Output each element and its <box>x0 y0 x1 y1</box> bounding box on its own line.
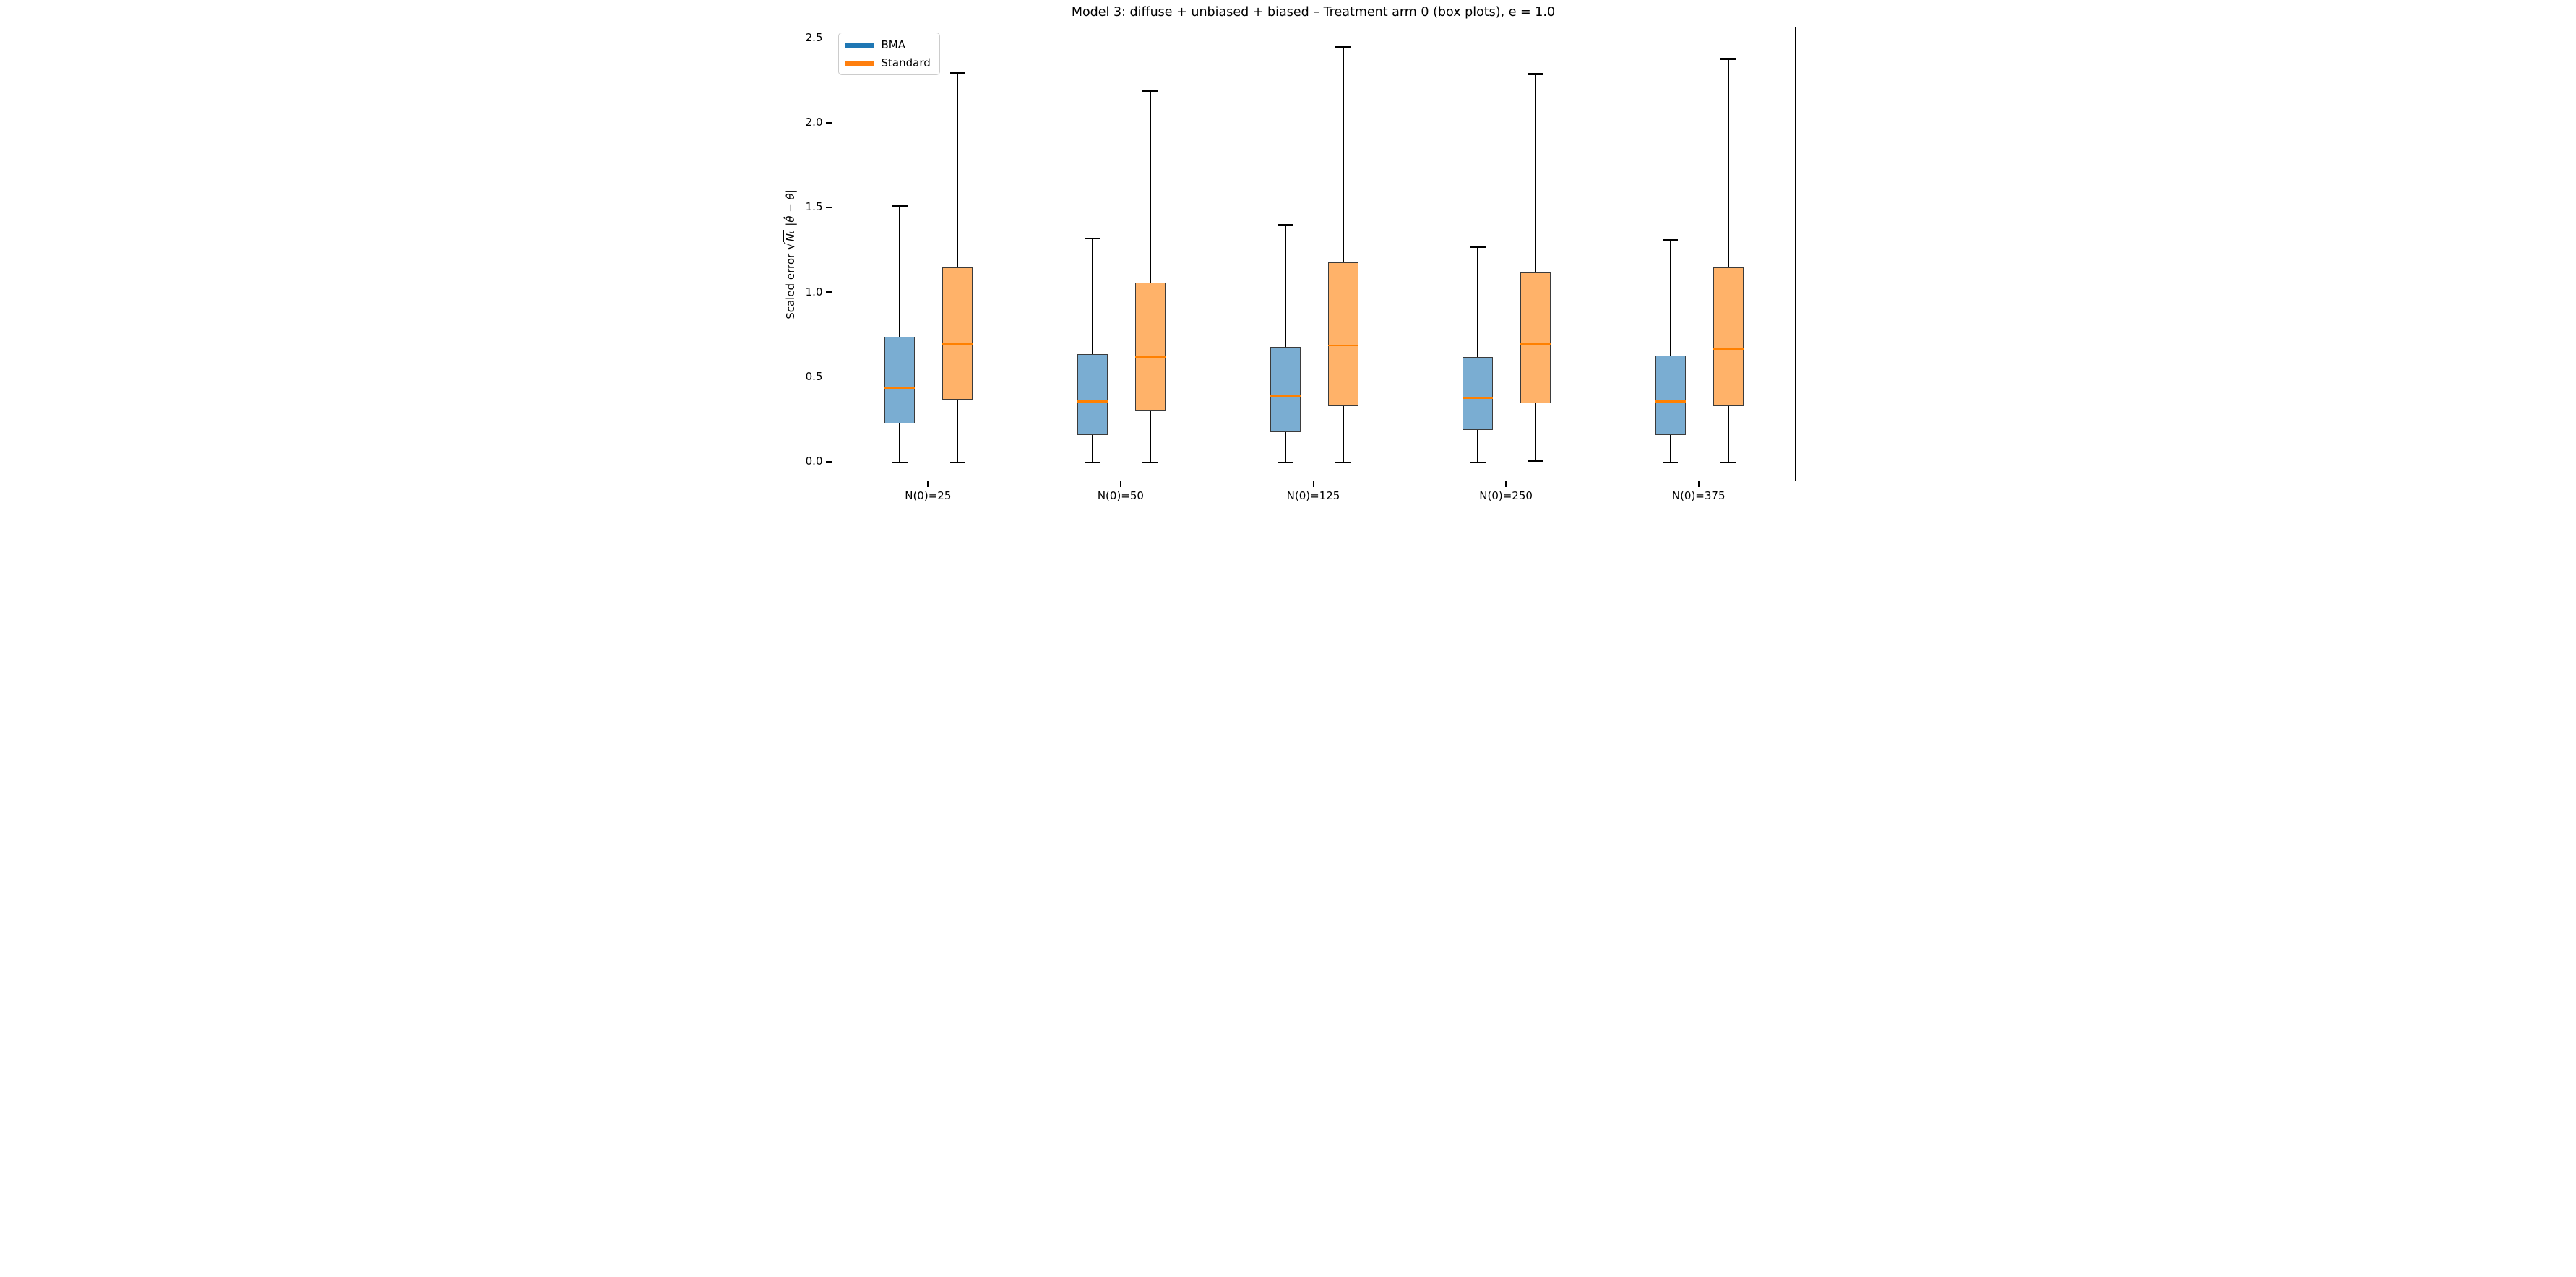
x-tick-mark <box>1505 481 1507 487</box>
y-tick-label: 1.5 <box>805 200 823 214</box>
box-median <box>884 387 916 389</box>
box-whisker-upper <box>1535 74 1537 273</box>
box-whisker-upper <box>1284 225 1286 348</box>
box-cap-lower <box>1085 461 1100 463</box>
box-cap-upper <box>1278 224 1293 226</box>
x-tick-mark <box>1120 481 1121 487</box>
box-median <box>1463 397 1494 399</box>
y-tick-mark <box>825 376 832 378</box>
y-tick-label: 2.0 <box>805 116 823 129</box>
x-tick-mark <box>1697 481 1700 487</box>
box-cap-upper <box>1528 73 1543 75</box>
legend-item-bma: BMA <box>845 38 931 51</box>
y-tick-mark <box>825 37 832 39</box>
box-median <box>1655 400 1686 403</box>
box-iqr <box>1655 356 1686 436</box>
box-cap-upper <box>1335 46 1351 48</box>
box-iqr <box>1134 283 1166 412</box>
box-whisker-upper <box>899 206 901 337</box>
legend-label-bma: BMA <box>881 38 906 51</box>
y-tick-mark <box>825 121 832 124</box>
box-whisker-lower <box>1149 411 1151 463</box>
box-cap-lower <box>1663 461 1679 463</box>
box-whisker-upper <box>1149 91 1151 283</box>
box-median <box>1520 343 1551 345</box>
box-median <box>1713 348 1744 350</box>
box-whisker-lower <box>1535 403 1537 461</box>
box-whisker-upper <box>1477 246 1479 358</box>
box-cap-lower <box>1278 461 1293 463</box>
box-whisker-lower <box>899 423 901 463</box>
box-whisker-lower <box>1091 435 1093 463</box>
box-whisker-lower <box>1669 435 1671 463</box>
y-tick-mark <box>825 291 832 293</box>
box-iqr <box>884 337 916 423</box>
y-tick-label: 2.5 <box>805 30 823 44</box>
box-median <box>942 343 973 345</box>
box-iqr <box>1520 272 1551 403</box>
box-cap-upper <box>949 72 965 74</box>
x-tick-mark <box>1312 481 1314 487</box>
box-cap-lower <box>949 461 965 463</box>
y-axis-label-prefix: Scaled error <box>783 250 797 319</box>
box-whisker-upper <box>1342 47 1344 263</box>
box-whisker-lower <box>1477 430 1479 463</box>
sqrt-radicand: Nₜ <box>783 229 797 243</box>
y-tick-label: 1.0 <box>805 285 823 298</box>
y-tick-mark <box>825 207 832 208</box>
x-tick-label: N(0)=375 <box>1671 489 1726 502</box>
box-cap-lower <box>1470 461 1486 463</box>
box-median <box>1270 395 1301 397</box>
y-axis-label: Scaled error √Nₜ |θ̂ − θ| <box>783 110 798 399</box>
legend: BMA Standard <box>837 33 940 75</box>
box-cap-lower <box>1528 460 1543 462</box>
plot-area: BMA Standard <box>831 27 1796 481</box>
box-whisker-lower <box>1342 406 1344 463</box>
box-cap-upper <box>892 205 908 207</box>
x-tick-label: N(0)=25 <box>905 489 952 502</box>
box-iqr <box>1270 347 1301 432</box>
box-whisker-lower <box>957 400 959 463</box>
box-iqr <box>1077 353 1108 436</box>
box-cap-lower <box>1142 461 1158 463</box>
sqrt-symbol: √ <box>783 242 798 251</box>
y-tick-label: 0.5 <box>805 370 823 384</box>
box-whisker-upper <box>1669 240 1671 356</box>
box-whisker-upper <box>957 72 959 268</box>
box-whisker-lower <box>1727 406 1729 463</box>
box-median <box>1327 344 1358 347</box>
box-whisker-upper <box>1091 238 1093 354</box>
x-tick-label: N(0)=50 <box>1097 489 1144 502</box>
box-whisker-upper <box>1727 59 1729 268</box>
box-median <box>1134 356 1166 358</box>
x-tick-label: N(0)=125 <box>1286 489 1340 502</box>
box-cap-lower <box>1720 461 1736 463</box>
chart-title: Model 3: diffuse + unbiased + biased – T… <box>1071 5 1556 20</box>
box-iqr <box>1463 357 1494 431</box>
y-tick-mark <box>825 460 832 463</box>
box-cap-upper <box>1663 239 1679 241</box>
box-cap-upper <box>1142 90 1158 93</box>
x-tick-label: N(0)=250 <box>1479 489 1533 502</box>
legend-swatch-bma <box>845 42 874 48</box>
box-cap-upper <box>1720 58 1736 60</box>
legend-swatch-standard <box>845 60 874 66</box>
box-cap-upper <box>1470 246 1486 249</box>
box-iqr <box>1713 267 1744 407</box>
box-median <box>1077 400 1108 403</box>
box-cap-lower <box>1335 461 1351 463</box>
box-cap-upper <box>1085 237 1100 240</box>
legend-label-standard: Standard <box>881 56 931 69</box>
box-cap-lower <box>892 461 908 463</box>
box-whisker-lower <box>1284 431 1286 463</box>
y-tick-label: 0.0 <box>805 455 823 468</box>
figure: Model 3: diffuse + unbiased + biased – T… <box>772 0 1804 511</box>
x-tick-mark <box>927 481 929 487</box>
box-iqr <box>1327 262 1358 407</box>
box-iqr <box>942 267 973 400</box>
legend-item-standard: Standard <box>845 56 931 69</box>
